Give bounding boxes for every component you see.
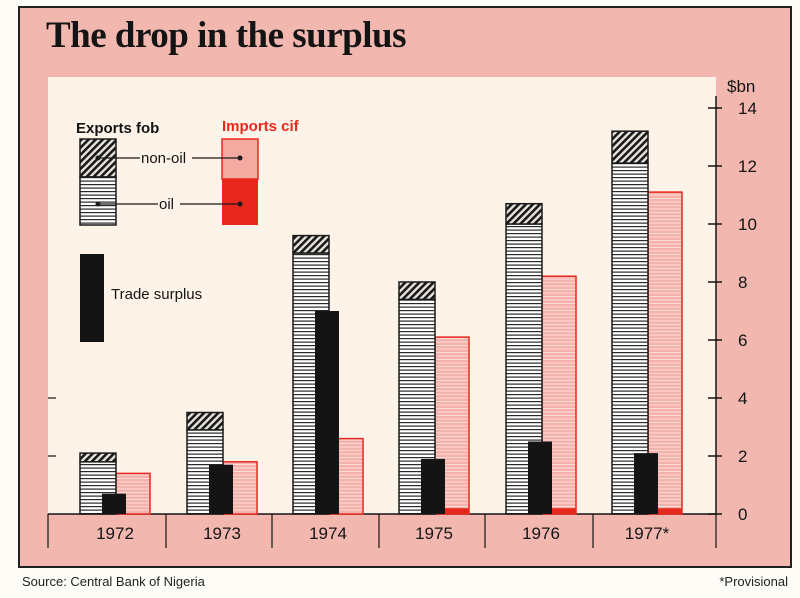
trade-surplus-bar	[209, 464, 233, 514]
trade-surplus-bar	[634, 453, 658, 514]
y-tick-label: 0	[738, 505, 747, 524]
y-tick-label: 6	[738, 331, 747, 350]
y-axis: 0 2 4 6 8 10 12 14 1972 1973 1974 1975 1976 1977*	[47, 96, 757, 548]
trade-surplus-bar	[528, 441, 552, 514]
y-tick-label: 2	[738, 447, 747, 466]
chart-title: The drop in the surplus	[46, 15, 407, 56]
trade-surplus-bar	[102, 493, 126, 514]
x-tick-label: 1976	[522, 524, 560, 543]
imports-oil-bar	[542, 508, 576, 514]
exports-non-oil-bar	[186, 411, 224, 431]
y-tick-label: 10	[738, 215, 757, 234]
exports-non-oil-bar	[398, 281, 436, 301]
x-tick-label: 1975	[415, 524, 453, 543]
legend-imports-label: Imports cif	[222, 118, 300, 135]
exports-oil-bar	[79, 461, 117, 515]
legend-exports-label: Exports fob	[76, 120, 159, 137]
exports-non-oil-bar	[611, 130, 649, 164]
y-tick-label: 8	[738, 273, 747, 292]
bars	[79, 130, 683, 515]
legend: Exports fob Imports cif non-oil oil Trad…	[76, 118, 300, 342]
y-tick-label: 4	[738, 389, 747, 408]
trade-surplus-bar	[421, 458, 445, 514]
source-note: Source: Central Bank of Nigeria	[22, 574, 205, 589]
legend-trade-surplus-swatch	[80, 254, 104, 342]
legend-non-oil-label: non-oil	[141, 150, 186, 167]
y-tick-label: 14	[738, 99, 757, 118]
x-tick-label: 1974	[309, 524, 347, 543]
legend-exports-oil-swatch	[79, 176, 117, 226]
imports-oil-bar	[648, 508, 682, 514]
legend-oil-label: oil	[159, 196, 174, 213]
x-tick-label: 1973	[203, 524, 241, 543]
footnote: *Provisional	[719, 574, 788, 589]
y-tick-label: 12	[738, 157, 757, 176]
y-axis-unit-label: $bn	[727, 77, 755, 96]
trade-surplus-bar	[315, 311, 339, 514]
x-tick-label: 1977*	[625, 524, 670, 543]
exports-non-oil-bar	[505, 202, 543, 225]
imports-oil-bar	[435, 508, 469, 514]
plot-panel	[48, 77, 716, 514]
exports-non-oil-bar	[79, 452, 117, 463]
x-tick-label: 1972	[96, 524, 134, 543]
exports-non-oil-bar	[292, 234, 330, 254]
legend-trade-surplus-label: Trade surplus	[111, 286, 202, 303]
